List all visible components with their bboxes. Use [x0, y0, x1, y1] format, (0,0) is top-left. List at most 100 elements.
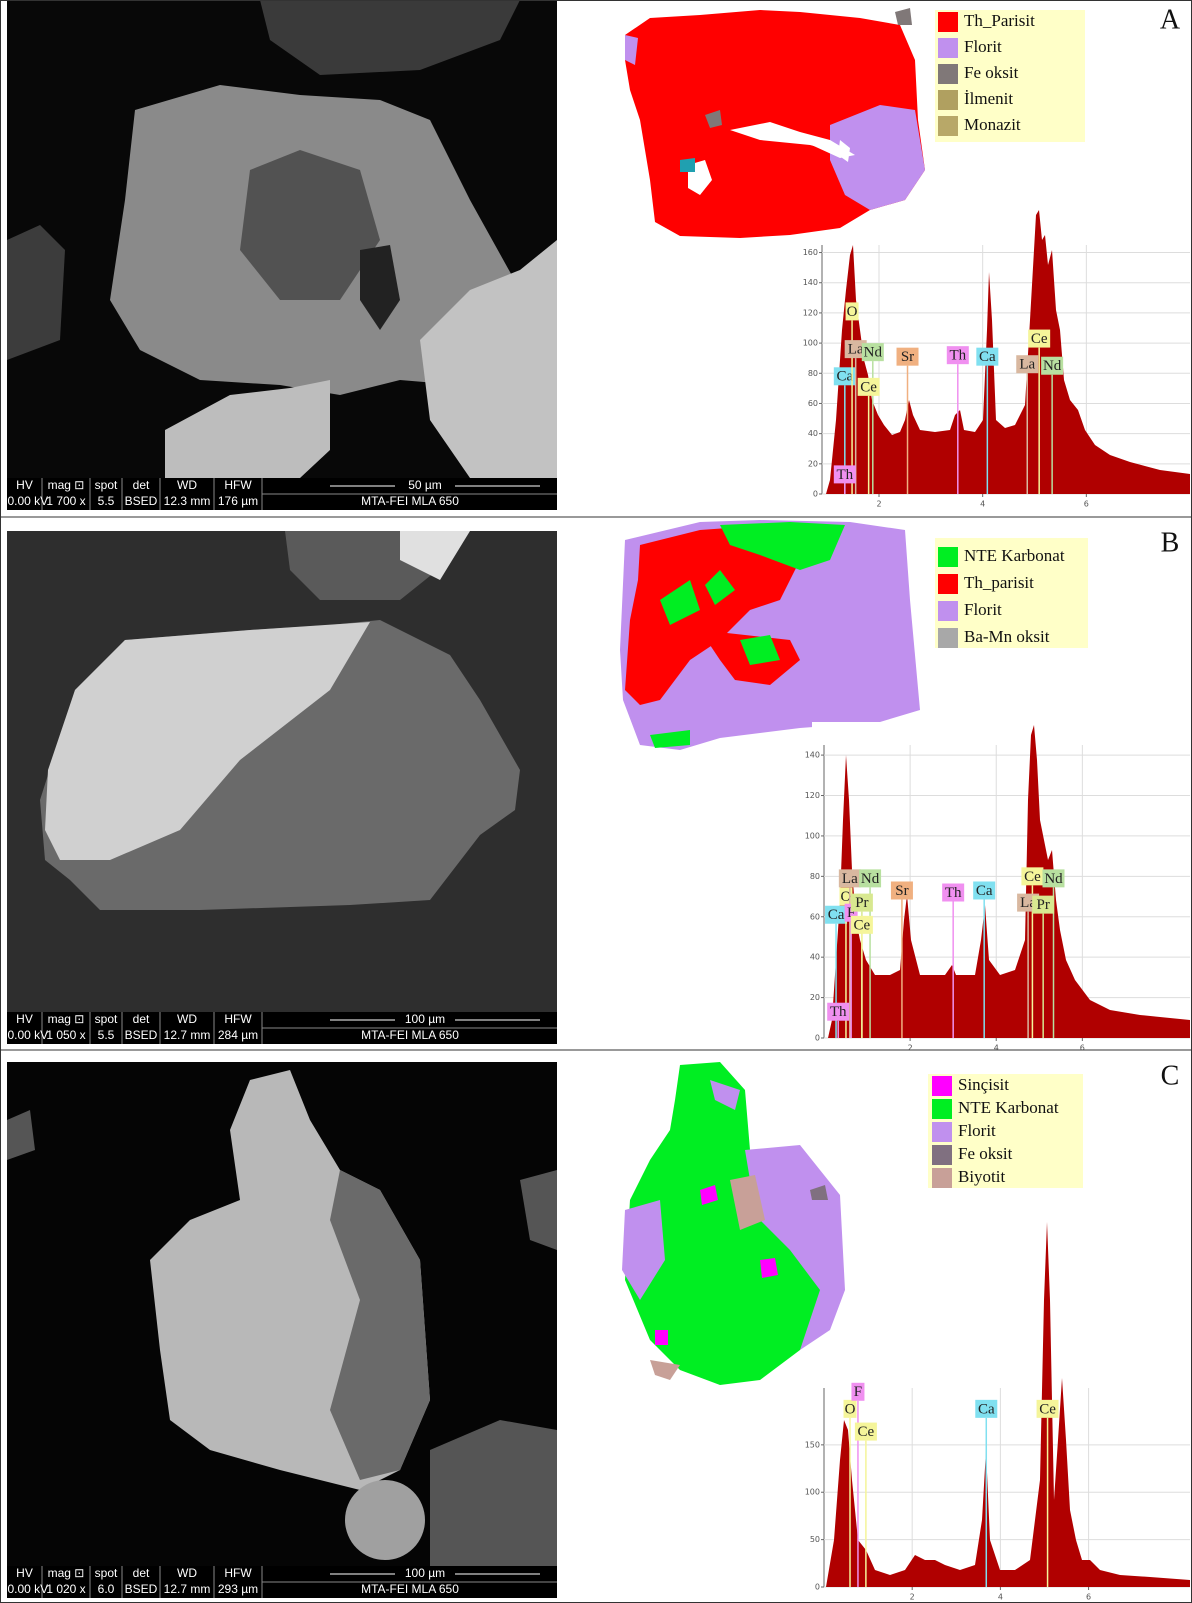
- map-region: [655, 1330, 668, 1345]
- y-tick-label: 80: [810, 872, 820, 881]
- info-value: 30.00 kV: [1, 1028, 48, 1042]
- peak-label: Ca: [836, 369, 853, 385]
- info-value: 12.3 mm: [164, 494, 211, 508]
- legend-label: Fe oksit: [964, 63, 1019, 82]
- info-header: spot: [95, 1012, 118, 1026]
- info-header: HV: [16, 478, 33, 492]
- peak-box: [946, 346, 969, 365]
- grain: [400, 531, 470, 580]
- peak-label: Ca: [979, 349, 996, 365]
- peak-label: Pr: [855, 895, 868, 911]
- y-tick-label: 20: [810, 993, 820, 1002]
- map-region: [625, 35, 638, 65]
- info-value: 30.00 kV: [1, 494, 48, 508]
- info-value: 284 µm: [218, 1028, 258, 1042]
- peak-label: F: [847, 905, 855, 921]
- peak-box: [890, 881, 913, 900]
- peak-label: F: [854, 1384, 862, 1400]
- peak-label: Ca: [976, 883, 993, 899]
- map-region: [760, 1258, 778, 1278]
- grain: [330, 1170, 430, 1480]
- y-tick-label: 60: [810, 912, 820, 921]
- peak-label: O: [847, 304, 858, 320]
- peak-label: Ce: [1039, 1401, 1056, 1417]
- y-tick-label: 0: [813, 490, 818, 499]
- peak-box: [976, 347, 999, 366]
- info-header: HV: [16, 1566, 33, 1580]
- scale-bg: [395, 1013, 455, 1027]
- grain: [165, 380, 330, 478]
- map-region: [680, 158, 695, 172]
- info-header: spot: [95, 478, 118, 492]
- x-tick-label: 4: [980, 500, 985, 509]
- grain: [520, 1170, 557, 1250]
- info-header: HFW: [224, 1566, 252, 1580]
- peak-label: Th: [949, 348, 966, 364]
- x-tick-label: 6: [1086, 1593, 1091, 1602]
- info-value: 5.5: [98, 494, 115, 508]
- y-tick-label: 140: [805, 751, 820, 760]
- peak-label: Ce: [858, 1424, 875, 1440]
- y-tick-label: 100: [803, 339, 818, 348]
- info-header: det: [133, 1012, 150, 1026]
- grain: [260, 0, 520, 75]
- panel-letter: B: [1161, 527, 1180, 558]
- peak-label: Pr: [1036, 897, 1049, 913]
- info-value: 176 µm: [218, 494, 258, 508]
- instrument: MTA-FEI MLA 650: [361, 494, 459, 508]
- legend-label: Florit: [964, 600, 1002, 619]
- panel-letter: C: [1161, 1060, 1180, 1091]
- peak-box: [859, 869, 882, 888]
- grain-hole: [240, 150, 380, 300]
- map-region: [700, 1185, 718, 1205]
- peak-box: [1042, 869, 1065, 888]
- y-tick-label: 60: [808, 399, 818, 408]
- map-region: [650, 1360, 680, 1380]
- legend-label: Biyotit: [958, 1167, 1006, 1186]
- peak-box: [833, 465, 856, 484]
- peak-box: [861, 343, 884, 362]
- peak-box: [850, 893, 873, 912]
- legend-label: Ba-Mn oksit: [964, 627, 1050, 646]
- legend-swatch: [938, 90, 958, 110]
- legend-swatch: [932, 1076, 952, 1096]
- peak-label: Th: [836, 467, 853, 483]
- x-tick-label: 4: [994, 1044, 999, 1053]
- info-header: det: [133, 478, 150, 492]
- map-region: [625, 525, 800, 705]
- peak-box: [896, 347, 919, 366]
- legend-swatch: [938, 38, 958, 58]
- info-header: WD: [177, 478, 197, 492]
- legend-swatch: [932, 1168, 952, 1188]
- peak-label: La: [1019, 357, 1035, 373]
- grain-hole: [360, 245, 400, 330]
- peak-box: [825, 905, 848, 924]
- peak-box: [1032, 895, 1055, 914]
- grain: [430, 1420, 557, 1566]
- peak-label: Ca: [828, 907, 845, 923]
- map-region: [650, 730, 690, 748]
- spectrum: [826, 1222, 1190, 1587]
- legend-label: Th_Parisit: [964, 11, 1035, 30]
- peak-box: [857, 377, 880, 396]
- y-tick-label: 0: [815, 1034, 820, 1043]
- peak-label: Nd: [861, 871, 880, 887]
- map-region: [730, 1175, 765, 1230]
- peak-label: Ce: [854, 917, 871, 933]
- x-tick-label: 4: [998, 1593, 1003, 1602]
- map-region: [740, 635, 780, 665]
- peak-box: [845, 302, 859, 321]
- info-value: 1 050 x: [46, 1028, 85, 1042]
- x-tick-label: 2: [876, 500, 881, 509]
- info-value: BSED: [125, 494, 158, 508]
- info-value: 12.7 mm: [164, 1028, 211, 1042]
- grain: [7, 1110, 35, 1160]
- info-value: 5.5: [98, 1028, 115, 1042]
- peak-box: [1041, 356, 1064, 375]
- map-region: [810, 1185, 828, 1200]
- y-tick-label: 120: [803, 308, 818, 317]
- legend-box: [935, 538, 1088, 648]
- legend-label: Sinçisit: [958, 1075, 1009, 1094]
- info-value: BSED: [125, 1028, 158, 1042]
